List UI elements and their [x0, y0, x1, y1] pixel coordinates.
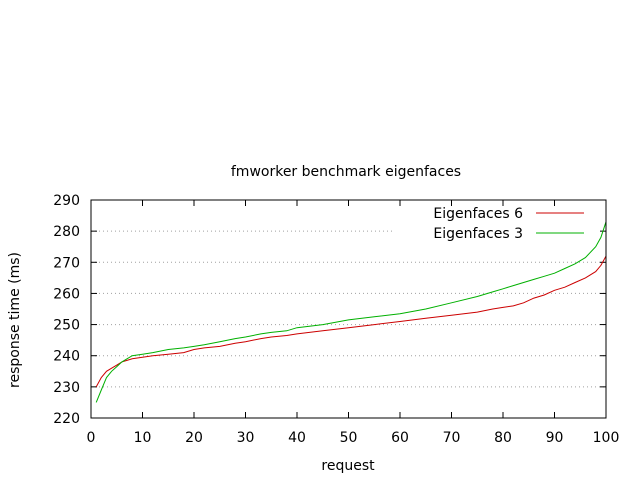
x-tick-label-0: 0 [87, 430, 96, 446]
y-tick-label-230: 230 [53, 380, 80, 396]
legend-label-1: Eigenfaces 6 [433, 206, 523, 222]
series-line-2 [95, 221, 607, 403]
y-tick-label-250: 250 [53, 318, 80, 334]
series-lines [95, 221, 607, 403]
x-tick-label-70: 70 [443, 430, 461, 446]
axis-tick-labels: 220 230 240 250 260 270 280 290 0 10 20 30 40 50 60 70 8… [53, 193, 619, 446]
series-line-1 [95, 255, 607, 388]
axis-ticks [90, 199, 607, 419]
x-tick-label-80: 80 [494, 430, 512, 446]
y-tick-label-260: 260 [53, 286, 80, 302]
y-tick-label-270: 270 [53, 255, 80, 271]
y-tick-label-240: 240 [53, 349, 80, 365]
legend-label-2: Eigenfaces 3 [433, 226, 523, 242]
x-tick-label-100: 100 [593, 430, 620, 446]
x-tick-label-60: 60 [391, 430, 409, 446]
x-axis-label: request [321, 458, 375, 474]
grid-lines [91, 230, 606, 388]
x-tick-label-50: 50 [340, 430, 358, 446]
x-tick-label-30: 30 [237, 430, 255, 446]
y-axis-label: response time (ms) [7, 252, 23, 388]
x-tick-label-90: 90 [546, 430, 564, 446]
chart-title: fmworker benchmark eigenfaces [231, 164, 461, 180]
x-tick-label-40: 40 [288, 430, 306, 446]
x-tick-label-20: 20 [185, 430, 203, 446]
x-tick-label-10: 10 [134, 430, 152, 446]
y-tick-label-280: 280 [53, 224, 80, 240]
y-tick-label-290: 290 [53, 193, 80, 209]
legend: Eigenfaces 6 Eigenfaces 3 [433, 206, 584, 242]
y-tick-label-220: 220 [53, 411, 80, 427]
plot-frame [90, 199, 607, 419]
